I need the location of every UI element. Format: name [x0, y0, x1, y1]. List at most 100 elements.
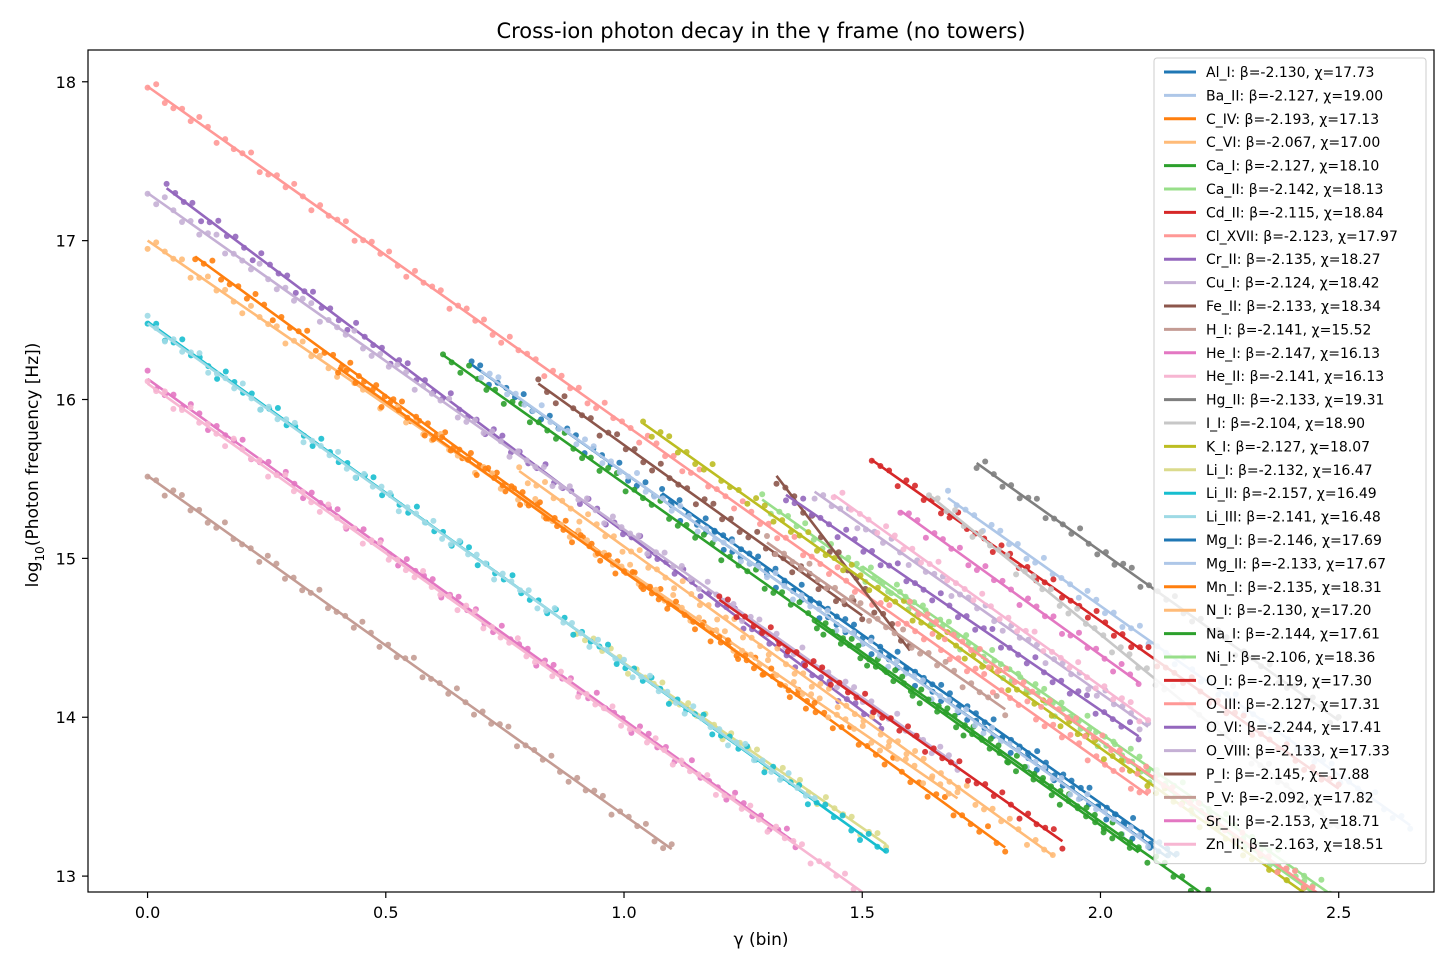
point-c-vi	[204, 273, 211, 280]
point-ba-ii	[945, 487, 951, 494]
point-p-i	[754, 528, 761, 535]
point-he-ii	[325, 501, 332, 508]
point-mg-ii	[495, 374, 502, 381]
point-cl-xvii	[636, 439, 643, 446]
point-cl-xvii	[1084, 757, 1091, 764]
point-k-i	[1005, 687, 1012, 694]
point-ba-ii	[1084, 587, 1091, 594]
point-cl-xvii	[886, 602, 893, 609]
point-ca-ii	[759, 491, 766, 498]
point-cr-ii	[292, 289, 299, 296]
point-n-i	[679, 578, 686, 585]
point-cd-ii	[989, 549, 996, 555]
point-sr-ii	[1059, 630, 1065, 637]
point-o-viii	[999, 627, 1006, 634]
point-p-v	[866, 617, 873, 624]
legend-label-mg-ii: Mg_II: β=-2.133, χ=17.67	[1206, 556, 1386, 572]
point-cd-ii	[1128, 644, 1135, 651]
point-o-viii	[854, 525, 861, 532]
point-ba-ii	[1136, 622, 1143, 629]
series-na-i	[811, 617, 1142, 854]
point-cl-xvii	[481, 316, 487, 323]
point-sr-ii	[965, 562, 972, 569]
point-o-iii	[1073, 715, 1080, 722]
point-al-i	[520, 391, 527, 398]
point-he-ii	[316, 508, 323, 515]
point-cu-i	[506, 453, 513, 460]
point-ni-i	[885, 588, 892, 595]
point-n-i	[791, 670, 798, 677]
y-tick-label: 17	[56, 232, 76, 251]
point-sr-ii	[922, 534, 929, 541]
point-ca-i	[1187, 887, 1194, 892]
point-n-i	[516, 464, 523, 471]
point-o-vi	[1092, 710, 1099, 717]
point-cl-xvii	[791, 533, 798, 540]
point-i-i	[1013, 571, 1020, 578]
point-cu-i	[739, 618, 746, 624]
point-ba-ii	[1119, 624, 1126, 630]
point-c-iv	[347, 359, 354, 366]
point-he-i	[360, 526, 367, 533]
point-o-i	[827, 681, 834, 688]
point-p-i	[692, 501, 699, 508]
point-p-v	[857, 600, 864, 607]
point-mg-ii	[478, 374, 485, 381]
point-o-viii	[811, 495, 818, 502]
point-mn-i	[456, 446, 463, 453]
point-c-iv	[269, 317, 276, 324]
point-n-i	[1006, 815, 1013, 822]
point-c-vi	[153, 239, 160, 246]
point-cu-i	[273, 286, 280, 293]
point-cr-ii	[499, 432, 506, 439]
point-cu-i	[222, 250, 229, 257]
point-o-iii	[906, 598, 913, 605]
point-c-iv	[304, 327, 311, 334]
point-hg-ii	[1016, 495, 1023, 502]
point-cd-ii	[912, 482, 918, 489]
legend-label-li-iii: Li_III: β=-2.141, χ=16.48	[1206, 510, 1381, 526]
point-o-i	[965, 777, 971, 784]
point-c-iv	[467, 450, 474, 456]
point-zn-ii	[839, 489, 846, 496]
point-hg-ii	[1042, 515, 1049, 522]
point-mg-i	[676, 497, 683, 504]
point-cu-i	[851, 684, 858, 691]
point-li-iii	[534, 605, 541, 612]
point-h-i	[299, 587, 306, 594]
point-i-i	[1056, 602, 1063, 609]
point-mn-i	[577, 532, 584, 539]
point-na-i	[995, 742, 1002, 749]
point-p-v	[993, 693, 1000, 699]
legend-label-p-v: P_V: β=-2.092, χ=17.82	[1206, 790, 1374, 806]
point-c-vi	[877, 747, 883, 754]
point-o-vi	[929, 597, 936, 604]
point-c-iv	[692, 626, 698, 633]
point-cr-ii	[189, 199, 196, 206]
point-mn-i	[768, 665, 775, 672]
point-h-i	[660, 845, 667, 852]
point-o-vi	[877, 562, 884, 569]
point-cu-i	[394, 361, 401, 368]
point-cr-ii	[215, 217, 222, 224]
point-o-vi	[783, 497, 789, 504]
point-k-i	[1057, 723, 1064, 730]
point-i-i	[1048, 586, 1054, 593]
point-i-i	[978, 529, 985, 535]
point-hg-ii	[1128, 564, 1135, 571]
legend-label-zn-ii: Zn_II: β=-2.163, χ=18.51	[1206, 837, 1383, 853]
legend-label-c-iv: C_IV: β=-2.193, χ=17.13	[1206, 112, 1379, 128]
point-ca-i	[953, 724, 960, 731]
series-n-i	[516, 464, 1056, 858]
point-ca-i	[892, 667, 899, 674]
point-zn-ii	[883, 523, 890, 530]
point-cu-i	[894, 710, 901, 717]
point-cl-xvii	[541, 373, 548, 380]
point-mg-ii	[1067, 791, 1074, 798]
point-ca-i	[579, 455, 586, 462]
point-mn-i	[534, 501, 541, 508]
point-cr-ii	[447, 390, 454, 397]
point-c-iv	[786, 694, 793, 701]
point-k-i	[709, 461, 716, 468]
point-li-iii	[144, 312, 151, 319]
